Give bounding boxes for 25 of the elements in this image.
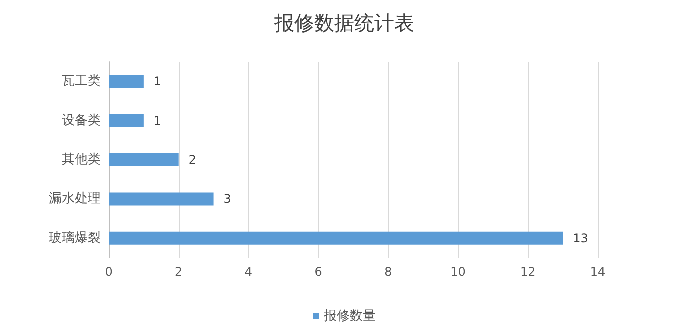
x-tick-label: 6 — [314, 265, 322, 279]
bar — [109, 232, 564, 245]
legend-label: 报修数量 — [323, 309, 376, 324]
x-tick-label: 14 — [590, 265, 606, 279]
bar — [109, 75, 144, 88]
y-tick-label: 其他类 — [62, 152, 101, 168]
y-tick-label: 瓦工类 — [62, 74, 101, 90]
y-tick-label: 漏水处理 — [49, 192, 101, 207]
data-label: 2 — [188, 153, 196, 167]
data-label: 1 — [154, 74, 162, 89]
bar — [109, 154, 179, 166]
x-tick-label: 10 — [450, 265, 466, 279]
chart-title: 报修数据统计表 — [274, 11, 414, 35]
data-label: 13 — [573, 231, 588, 246]
y-tick-label: 玻璃爆裂 — [49, 230, 101, 246]
data-label: 1 — [154, 114, 162, 128]
data-label: 3 — [224, 192, 232, 206]
x-tick-label: 2 — [175, 265, 183, 279]
bar — [109, 114, 144, 128]
x-tick-label: 4 — [244, 265, 253, 279]
x-tick-label: 0 — [105, 265, 113, 279]
y-tick-label: 设备类 — [62, 113, 101, 128]
bar — [109, 192, 214, 206]
x-tick-label: 8 — [384, 265, 392, 279]
x-tick-label: 12 — [520, 265, 536, 279]
